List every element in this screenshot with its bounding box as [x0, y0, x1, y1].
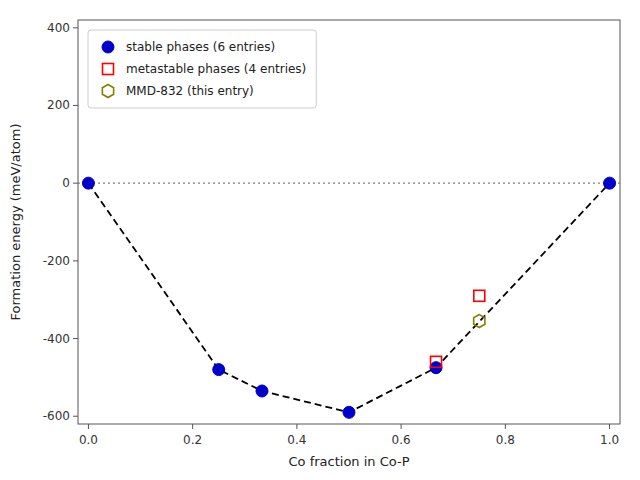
x-tick-label: 0.2 — [183, 433, 202, 447]
legend-label: metastable phases (4 entries) — [126, 62, 306, 76]
x-tick — [505, 424, 506, 429]
x-tick-label: 0.8 — [496, 433, 515, 447]
chart-container: 0.0 0.2 0.4 0.6 0.8 1.0 -600 -400 -200 0 200 400 Co … — [0, 0, 640, 480]
x-tick-label: 0.0 — [79, 433, 98, 447]
y-tick-label: 200 — [47, 98, 70, 112]
data-point — [213, 364, 225, 376]
legend-box — [88, 30, 316, 108]
x-axis-label: Co fraction in Co-P — [288, 454, 409, 469]
y-tick — [73, 27, 78, 28]
y-tick — [73, 105, 78, 106]
scatter-series — [82, 177, 615, 418]
y-tick-label: -200 — [43, 254, 70, 268]
data-point — [474, 315, 485, 328]
x-tick-label: 0.4 — [287, 433, 306, 447]
legend-label: MMD-832 (this entry) — [126, 84, 254, 98]
plot-data — [78, 177, 620, 418]
x-tick — [296, 424, 297, 429]
x-tick — [88, 424, 89, 429]
data-point — [82, 177, 94, 189]
data-point — [431, 356, 442, 367]
y-tick-label: -400 — [43, 332, 70, 346]
y-tick-label: 0 — [62, 176, 70, 190]
y-tick — [73, 416, 78, 417]
legend-swatch — [103, 64, 114, 75]
reference-line — [78, 183, 620, 184]
y-tick-label: 400 — [47, 21, 70, 35]
y-tick — [73, 183, 78, 184]
legend-swatch — [102, 85, 113, 98]
plot-background — [78, 20, 620, 424]
plot-frame — [78, 20, 620, 424]
x-tick-label: 1.0 — [600, 433, 619, 447]
y-tick — [73, 338, 78, 339]
data-point — [474, 290, 485, 301]
axes: 0.0 0.2 0.4 0.6 0.8 1.0 -600 -400 -200 0 200 400 — [43, 20, 620, 447]
scatter-series — [431, 290, 485, 367]
legend-swatch — [102, 41, 114, 53]
x-tick — [192, 424, 193, 429]
y-axis-label: Formation energy (meV/atom) — [8, 124, 23, 321]
y-tick — [73, 260, 78, 261]
x-tick-label: 0.6 — [392, 433, 411, 447]
hull-line — [88, 183, 609, 412]
legend-label: stable phases (6 entries) — [126, 40, 275, 54]
data-point — [343, 406, 355, 418]
scatter-series — [474, 315, 485, 328]
data-point — [604, 177, 616, 189]
data-point — [256, 385, 268, 397]
chart-svg: 0.0 0.2 0.4 0.6 0.8 1.0 -600 -400 -200 0 200 400 Co … — [0, 0, 640, 480]
x-tick — [401, 424, 402, 429]
x-tick — [609, 424, 610, 429]
y-tick-label: -600 — [43, 409, 70, 423]
legend: stable phases (6 entries) metastable phas… — [88, 30, 316, 108]
